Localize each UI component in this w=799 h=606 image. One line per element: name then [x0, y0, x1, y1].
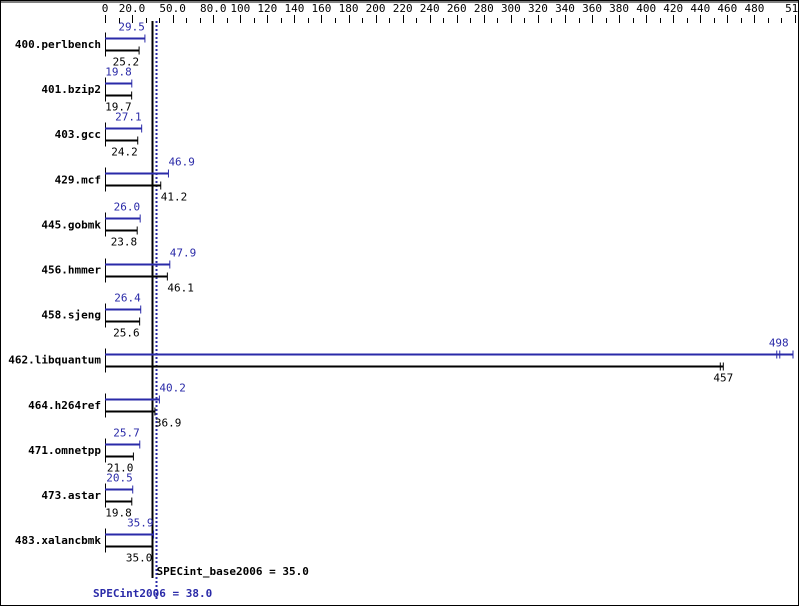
axis-tick-label: 20.0 [119, 2, 146, 15]
base-value-label: 25.2 [113, 56, 140, 69]
axis-tick-label: 280 [474, 2, 494, 15]
axis-tick-label: 380 [609, 2, 629, 15]
peak-value-label: 25.7 [113, 427, 140, 440]
axis-tick-label: 510 [785, 2, 798, 15]
axis-tick-label: 300 [501, 2, 521, 15]
benchmark-label: 462.libquantum [8, 354, 101, 367]
base-value-label: 41.2 [161, 191, 188, 204]
base-value-label: 46.1 [167, 282, 194, 295]
benchmark-label: 456.hmmer [41, 264, 101, 277]
base-value-label: 21.0 [107, 462, 134, 475]
base-value-label: 24.2 [111, 146, 138, 159]
peak-value-label: 26.0 [114, 201, 141, 214]
axis-tick-label: 180 [339, 2, 359, 15]
benchmark-label: 464.h264ref [28, 399, 101, 412]
peak-value-label: 498 [769, 337, 789, 350]
axis-tick-label: 100 [230, 2, 250, 15]
benchmark-label: 429.mcf [55, 173, 101, 186]
axis-tick-label: 340 [555, 2, 575, 15]
peak-value-label: 26.4 [114, 292, 141, 305]
benchmark-label: 400.perlbench [15, 38, 101, 51]
peak-value-label: 27.1 [115, 111, 142, 124]
benchmark-label: 471.omnetpp [28, 444, 101, 457]
base-value-label: 25.6 [113, 327, 140, 340]
peak-value-label: 46.9 [168, 156, 195, 169]
axis-tick-label: 220 [393, 2, 413, 15]
benchmark-label: 473.astar [41, 489, 101, 502]
benchmark-label: 458.sjeng [41, 309, 101, 322]
axis-tick-label: 400 [636, 2, 656, 15]
base-reference-label: SPECint_base2006 = 35.0 [157, 565, 309, 578]
axis-tick-label: 480 [744, 2, 764, 15]
peak-value-label: 35.9 [127, 517, 154, 530]
peak-value-label: 29.5 [118, 21, 145, 34]
peak-value-label: 47.9 [170, 247, 197, 260]
base-value-label: 23.8 [111, 236, 138, 249]
axis-tick-label: 50.0 [159, 2, 186, 15]
axis-tick-label: 120 [257, 2, 277, 15]
axis-tick-label: 80.0 [200, 2, 227, 15]
benchmark-label: 401.bzip2 [41, 83, 101, 96]
peak-reference-label: SPECint2006 = 38.0 [93, 587, 212, 600]
base-value-label: 457 [713, 372, 733, 385]
axis-tick-label: 200 [366, 2, 386, 15]
axis-tick-label: 140 [284, 2, 304, 15]
axis-tick-label: 160 [312, 2, 332, 15]
axis-tick-label: 320 [528, 2, 548, 15]
peak-value-label: 40.2 [159, 382, 186, 395]
benchmark-label: 483.xalancbmk [15, 534, 101, 547]
peak-value-label: 19.8 [105, 66, 132, 79]
base-value-label: 19.8 [105, 507, 132, 520]
axis-tick-label: 0 [102, 2, 109, 15]
axis-tick-label: 260 [447, 2, 467, 15]
axis-tick-label: 460 [717, 2, 737, 15]
base-value-label: 19.7 [105, 101, 132, 114]
benchmark-label: 445.gobmk [41, 218, 101, 231]
base-value-label: 35.0 [126, 552, 153, 565]
peak-value-label: 20.5 [106, 472, 133, 485]
base-value-label: 36.9 [155, 417, 182, 430]
benchmark-label: 403.gcc [55, 128, 101, 141]
axis-tick-label: 360 [582, 2, 602, 15]
axis-tick-label: 240 [420, 2, 440, 15]
axis-tick-label: 420 [663, 2, 683, 15]
axis-tick-label: 440 [690, 2, 710, 15]
